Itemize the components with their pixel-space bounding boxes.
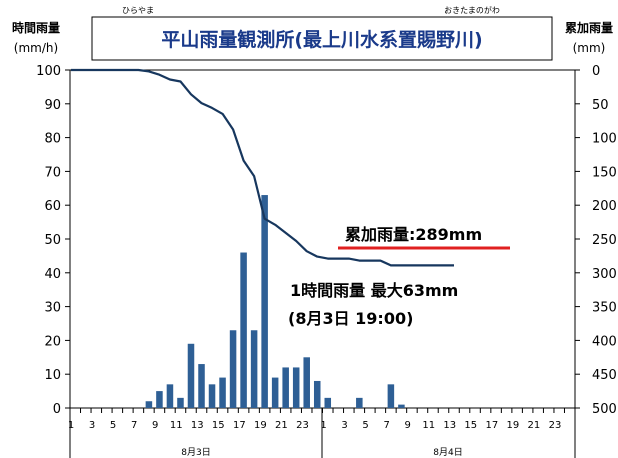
y-left-tick-label: 70 [44, 165, 61, 180]
rainfall-bar [177, 397, 184, 408]
rainfall-bar [208, 384, 216, 408]
y-left-tick-label: 40 [44, 267, 61, 282]
x-tick-label: 3 [341, 420, 347, 431]
y-left-tick-label: 20 [44, 334, 61, 349]
rainfall-bar [292, 367, 300, 408]
x-tick-label: 9 [404, 420, 410, 431]
x-tick-label: 13 [443, 420, 456, 431]
y-right-tick-label: 400 [592, 334, 617, 349]
x-tick-label: 19 [254, 420, 267, 431]
rainfall-bar [356, 397, 363, 408]
y-right-tick-label: 50 [592, 98, 609, 113]
y-left-tick-label: 100 [36, 64, 61, 79]
rainfall-bar [198, 364, 205, 408]
x-tick-label: 1 [68, 420, 74, 431]
total-annotation: 累加雨量:289mm [345, 225, 482, 244]
y-right-unit: (mm) [573, 41, 606, 55]
y-left-tick-label: 0 [53, 402, 61, 417]
y-left-tick-label: 50 [44, 233, 61, 248]
x-tick-label: 23 [296, 420, 309, 431]
rainfall-bar [387, 384, 395, 408]
rainfall-bar [219, 377, 226, 408]
title-ruby-left: ひらやま [122, 6, 154, 15]
rainfall-bar [398, 404, 405, 408]
x-tick-label: 11 [170, 420, 183, 431]
rainfall-bar [229, 330, 237, 408]
y-right-tick-label: 200 [592, 199, 617, 214]
x-tick-label: 3 [89, 420, 95, 431]
x-tick-label: 1 [320, 420, 326, 431]
x-tick-label: 15 [464, 420, 477, 431]
x-tick-label: 15 [212, 420, 225, 431]
rainfall-bar [156, 391, 163, 408]
rainfall-bar [313, 380, 321, 408]
y-right-tick-label: 0 [592, 64, 600, 79]
x-tick-label: 7 [383, 420, 389, 431]
x-axis: 1 3 5 7 9 11 13 15 17 19 21 23 1 3 5 7 9 11 13 15 17 19 21 23 [68, 408, 576, 431]
bar-series [145, 195, 405, 408]
date-label-day2: 8月4日 [433, 447, 462, 458]
y-left-unit: (mm/h) [14, 41, 58, 55]
y-right-tick-label: 250 [592, 233, 617, 248]
y-left-tick-label: 10 [44, 368, 61, 383]
chart-title: 平山雨量観測所(最上川水系置賜野川) [161, 28, 482, 51]
y-left-tick-label: 60 [44, 199, 61, 214]
y-left-tick-label: 30 [44, 301, 61, 316]
y-right-tick-label: 100 [592, 132, 617, 147]
x-tick-label: 19 [507, 420, 520, 431]
y-left-label: 時間雨量 [12, 20, 60, 35]
y-right-tick-label: 300 [592, 267, 617, 282]
rainfall-bar [166, 384, 174, 408]
y-left-tick-label: 90 [44, 98, 61, 113]
rainfall-bar [145, 401, 153, 408]
rainfall-bar [324, 397, 332, 408]
date-label-day1: 8月3日 [181, 447, 210, 458]
rainfall-bar [303, 357, 310, 408]
x-tick-label: 13 [191, 420, 204, 431]
y-left-tick-label: 80 [44, 132, 61, 147]
x-tick-label: 17 [233, 420, 246, 431]
max-time-annotation: (8月3日 19:00) [288, 309, 413, 328]
rainfall-bar [250, 330, 258, 408]
x-tick-label: 21 [528, 420, 541, 431]
x-tick-label: 5 [110, 420, 116, 431]
x-tick-label: 7 [131, 420, 137, 431]
y-right-tick-label: 450 [592, 368, 617, 383]
plot-area [69, 69, 576, 409]
cumulative-line [71, 68, 454, 267]
y-right-tick-label: 500 [592, 402, 617, 417]
max-annotation: 1時間雨量 最大63mm [290, 281, 458, 300]
y-right-axis: 0 50 100 150 200 250 300 350 400 450 500 [575, 64, 617, 417]
x-tick-label: 23 [549, 420, 562, 431]
x-tick-label: 11 [422, 420, 435, 431]
x-tick-label: 5 [362, 420, 368, 431]
y-right-tick-label: 150 [592, 165, 617, 180]
rainfall-bar [240, 252, 247, 408]
title-box [91, 16, 553, 61]
y-right-label: 累加雨量 [565, 20, 613, 35]
rainfall-bar [282, 367, 289, 408]
rainfall-bar [271, 377, 279, 408]
x-tick-label: 17 [485, 420, 498, 431]
rainfall-bar [261, 195, 268, 408]
title-ruby-right: おきたまのがわ [444, 5, 500, 15]
y-right-tick-label: 350 [592, 301, 617, 316]
rainfall-bar [187, 343, 195, 408]
x-tick-label: 21 [275, 420, 288, 431]
x-tick-label: 9 [152, 420, 158, 431]
